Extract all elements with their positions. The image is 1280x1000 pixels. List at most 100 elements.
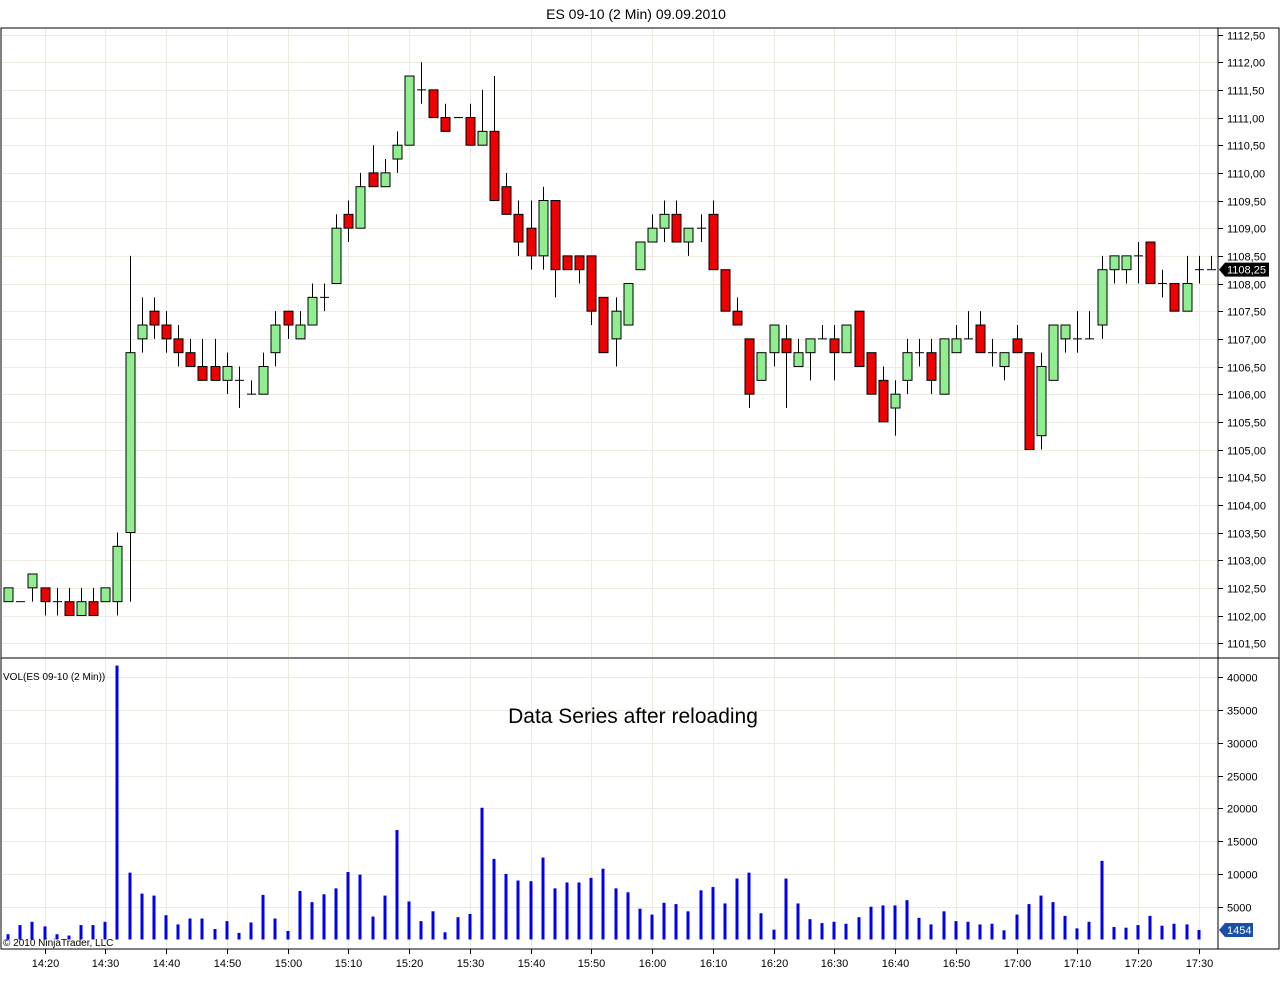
candle-body-down [428,89,439,119]
volume-bar [978,924,982,940]
volume-bar [468,913,472,940]
volume-bar [674,904,678,940]
candle [732,297,743,326]
time-tick-label: 16:10 [700,958,728,970]
price-tick-label: 1111,00 [1227,114,1264,126]
volume-bar [565,882,569,940]
candle [635,241,646,271]
price-tick-label: 1105,00 [1227,446,1266,458]
candle [697,214,706,243]
candle-body-down [598,296,609,354]
candle-body-down [440,117,451,132]
price-y-axis[interactable]: 1101,50 1102,00 1102,50 1103,00 1103,50 1104,… [1218,31,1266,651]
candle-body-down [465,117,476,146]
candle [185,338,196,368]
last-price-marker: 1108,25 [1219,262,1269,277]
candle-body-down [489,130,500,202]
candle-body-up [805,338,816,354]
volume-bar [1075,928,1079,940]
volume-bar-series [6,665,1201,940]
volume-bar [188,918,192,940]
candle-body-down [854,310,865,368]
candle [683,227,694,256]
candle [964,311,973,340]
time-tick-label: 15:50 [578,958,606,970]
volume-bar [443,932,447,940]
volume-bar [103,921,107,940]
candle-body-up [1036,366,1047,437]
candle [295,311,306,340]
price-tick-label: 1102,50 [1227,584,1266,596]
candle-body-up [1097,269,1108,326]
price-tick-label: 1105,50 [1227,418,1266,430]
candle [988,338,997,367]
candle [1060,324,1071,353]
candle [149,297,160,339]
volume-bar [942,911,946,940]
time-tick-label: 17:20 [1125,958,1153,970]
volume-panel-frame [0,657,1280,950]
price-tick-label: 1108,50 [1227,252,1266,264]
candle [40,587,51,616]
price-tick-label: 1101,50 [1227,639,1266,651]
candle [781,325,792,409]
price-tick-label: 1102,00 [1227,612,1266,624]
volume-bar [164,915,168,940]
volume-bar [820,923,824,940]
time-tick-label: 16:30 [821,958,849,970]
candle [526,200,537,270]
price-tick-label: 1103,50 [1227,529,1266,541]
candle-body-down [1145,241,1156,285]
volume-y-axis[interactable]: 5000 10000 15000 20000 25000 30000 35000 40000 [1218,673,1258,915]
candle-body-up [902,352,913,381]
price-panel[interactable]: 1101,50 1102,00 1102,50 1103,00 1103,50 1104,… [0,27,1280,659]
candle [76,587,87,617]
volume-bar [322,894,326,940]
candle-body-up [611,310,622,340]
candle [586,255,597,326]
volume-bar [140,893,144,940]
volume-bar [832,921,836,940]
candle-body-down [149,310,160,326]
last-volume-marker: 1454 [1219,922,1253,937]
candle-body-up [1060,324,1071,340]
volume-bar [407,901,411,940]
candle-body-down [781,338,792,354]
candle-body-up [538,200,549,257]
candle-body-down [1012,338,1023,354]
candle [878,366,889,423]
volume-grid [2,659,1217,948]
candle-body-down [926,352,937,381]
volume-bar [529,881,533,940]
time-axis[interactable]: 14:20 14:30 14:40 14:50 15:00 15:10 15:20 15:30… [32,949,1214,970]
candle [1012,325,1023,354]
candle [428,89,439,119]
candle-body-up [222,366,233,381]
candle-body-up [100,587,111,603]
candle [1097,255,1108,339]
candle [769,324,780,367]
volume-bar [553,888,557,940]
volume-bar [395,830,399,940]
volume-bar [128,872,132,940]
candle-body-up [1048,324,1059,381]
candle [307,283,318,326]
volume-bar [1160,925,1164,940]
candle [489,76,500,202]
candle [611,297,622,367]
price-tick-label: 1110,50 [1227,141,1265,153]
candle [501,172,512,215]
volume-bar [686,911,690,940]
candle [915,338,924,367]
volume-bar [905,900,909,940]
volume-panel[interactable]: 500010000150002000025000300003500040000 … [0,657,1280,950]
candle [1048,324,1059,381]
volume-annotation: Data Series after reloading [508,705,758,728]
candle [866,352,877,395]
volume-bar [1100,860,1104,940]
candle-body-up [890,393,901,409]
volume-bar [1039,895,1043,940]
candle [320,283,329,312]
volume-bar [1197,929,1201,940]
